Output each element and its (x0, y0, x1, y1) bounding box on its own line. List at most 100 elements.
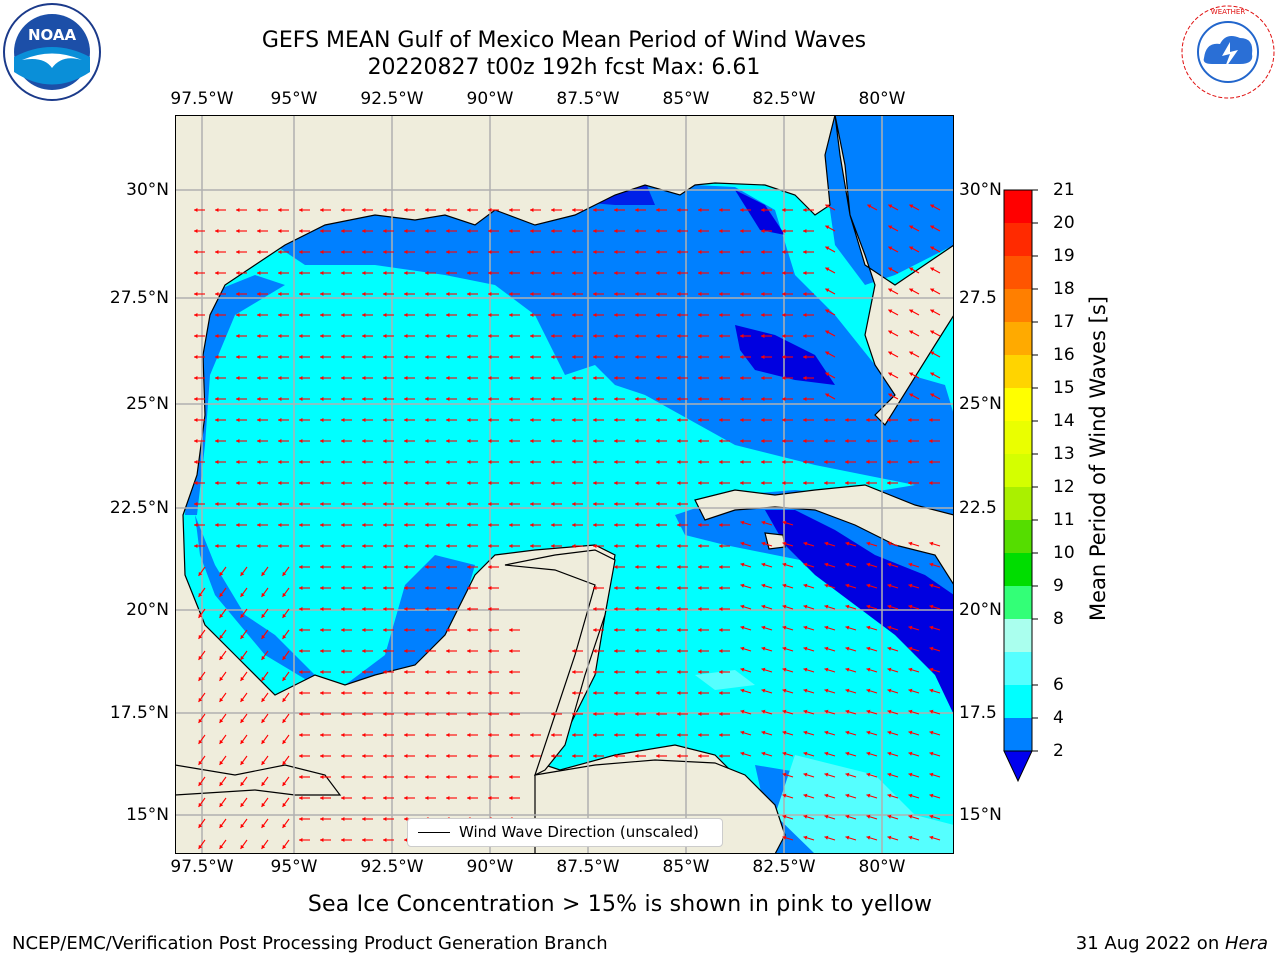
colorbar-segment (1004, 487, 1032, 521)
wind-wave-arrowhead (888, 309, 893, 314)
wind-wave-arrowhead (656, 438, 660, 444)
wind-wave-arrowhead (656, 690, 660, 696)
wind-wave-arrowhead (425, 774, 429, 780)
wind-wave-arrowhead (803, 228, 807, 234)
wind-wave-arrowhead (719, 585, 723, 591)
colorbar-extend-triangle (1003, 750, 1033, 783)
wind-wave-arrowhead (383, 837, 387, 843)
wind-wave-arrowhead (824, 562, 829, 567)
wind-wave-arrowhead (425, 291, 429, 297)
wind-wave-arrowhead (278, 228, 282, 234)
wind-wave-arrowhead (866, 625, 871, 630)
lat-tick-right: 27.5 (959, 288, 997, 308)
wind-wave-arrowhead (530, 459, 534, 465)
wind-wave-arrowhead (362, 333, 366, 339)
wind-wave-arrowhead (656, 753, 660, 759)
wind-wave-arrowhead (740, 625, 745, 630)
wind-wave-arrowhead (782, 604, 787, 609)
wind-wave-arrowhead (635, 522, 639, 528)
wind-wave-arrowhead (488, 522, 492, 528)
wind-wave-arrowhead (866, 751, 871, 756)
wind-wave-arrowhead (219, 676, 224, 681)
wind-wave-arrowhead (404, 816, 408, 822)
wind-wave-arrowhead (278, 543, 282, 549)
wind-wave-arrowhead (320, 291, 324, 297)
wind-wave-arrowhead (593, 711, 597, 717)
wind-wave-arrowhead (215, 228, 219, 234)
wind-wave-arrowhead (782, 291, 786, 297)
wind-wave-arrowhead (446, 732, 450, 738)
wind-wave-arrowhead (551, 375, 555, 381)
wind-wave-arrowhead (488, 753, 492, 759)
wind-wave-arrowhead (383, 627, 387, 633)
wind-wave-arrowhead (845, 667, 850, 672)
wind-wave-arrowhead (278, 522, 282, 528)
wind-wave-arrowhead (887, 772, 892, 777)
wind-wave-arrowhead (257, 354, 261, 360)
wind-wave-arrowhead (929, 814, 934, 819)
wind-wave-arrowhead (761, 228, 765, 234)
wind-wave-arrowhead (593, 249, 597, 255)
wind-wave-arrowhead (282, 676, 287, 681)
wind-wave-arrowhead (509, 375, 513, 381)
wind-wave-arrowhead (845, 562, 850, 567)
wind-wave-arrowhead (488, 438, 492, 444)
wind-wave-arrowhead (320, 564, 324, 570)
wind-wave-arrowhead (929, 562, 934, 567)
wind-wave-arrowhead (320, 732, 324, 738)
wind-wave-arrowhead (888, 393, 893, 398)
wind-wave-arrowhead (866, 480, 870, 486)
wind-wave-arrowhead (719, 543, 723, 549)
wind-wave-arrowhead (383, 417, 387, 423)
wind-wave-arrowhead (446, 333, 450, 339)
wind-wave-arrowhead (803, 249, 807, 255)
wind-wave-arrowhead (467, 270, 471, 276)
wind-wave-arrowhead (761, 354, 765, 360)
wind-wave-arrowhead (509, 228, 513, 234)
wind-wave-arrowhead (824, 814, 829, 819)
wind-wave-arrowhead (467, 732, 471, 738)
wind-wave-arrowhead (761, 646, 766, 651)
wind-wave-arrowhead (467, 207, 471, 213)
wind-wave-arrowhead (341, 732, 345, 738)
lat-tick-left: 27.5°N (109, 288, 169, 308)
wind-wave-arrowhead (509, 501, 513, 507)
wind-wave-arrowhead (194, 438, 198, 444)
wind-wave-arrowhead (740, 541, 745, 546)
wind-wave-arrowhead (761, 396, 765, 402)
wind-wave-arrowhead (698, 669, 702, 675)
colorbar-tick-label: 12 (1053, 477, 1075, 497)
wind-wave-arrowhead (761, 480, 765, 486)
wind-wave-arrowhead (719, 270, 723, 276)
wind-wave-arrowhead (866, 541, 871, 546)
wind-wave-arrowhead (530, 501, 534, 507)
wind-wave-arrowhead (887, 438, 891, 444)
wind-wave-arrowhead (677, 627, 681, 633)
wind-wave-arrowhead (908, 751, 913, 756)
wind-wave-arrowhead (656, 396, 660, 402)
wind-wave-arrowhead (236, 291, 240, 297)
wind-wave-arrowhead (261, 676, 266, 681)
wind-wave-arrowhead (509, 522, 513, 528)
wind-wave-arrowhead (635, 396, 639, 402)
wind-wave-arrowhead (215, 249, 219, 255)
period-6-8-zones (695, 670, 954, 854)
wind-wave-arrowhead (194, 375, 198, 381)
colorbar-segment (1004, 388, 1032, 422)
wind-wave-arrowhead (803, 709, 808, 714)
colorbar-segment (1004, 223, 1032, 257)
wind-wave-arrowhead (320, 816, 324, 822)
wind-wave-arrowhead (299, 396, 303, 402)
wind-wave-arrowhead (404, 732, 408, 738)
wind-wave-arrowhead (782, 667, 787, 672)
wind-wave-arrowhead (299, 690, 303, 696)
wind-wave-arrowhead (824, 604, 829, 609)
wind-wave-arrowhead (635, 564, 639, 570)
wind-wave-arrowhead (803, 625, 808, 630)
wind-wave-arrowhead (930, 372, 935, 377)
wind-wave-arrowhead (446, 543, 450, 549)
wind-wave-arrowhead (446, 228, 450, 234)
wind-wave-arrowhead (908, 709, 913, 714)
wind-wave-arrowhead (467, 291, 471, 297)
wind-wave-arrowhead (888, 288, 893, 293)
